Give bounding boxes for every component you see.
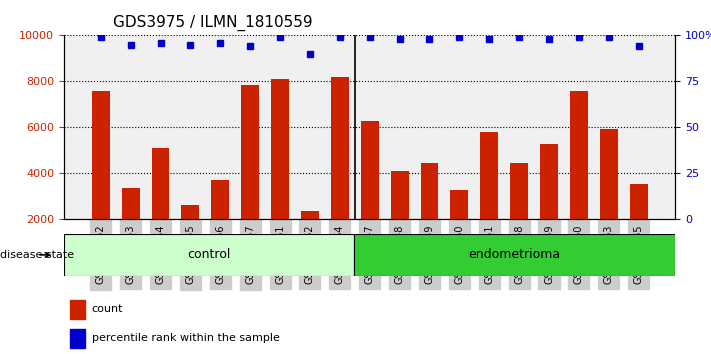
FancyBboxPatch shape [64,234,353,276]
FancyBboxPatch shape [353,234,675,276]
Text: control: control [187,249,230,261]
Bar [630,184,648,266]
Text: GDS3975 / ILMN_1810559: GDS3975 / ILMN_1810559 [113,15,313,31]
Bar [70,329,85,348]
Text: disease state: disease state [0,250,74,260]
Bar [360,120,379,266]
Bar [570,91,588,266]
Bar [92,91,109,266]
Bar [271,79,289,266]
Text: endometrioma: endometrioma [469,249,560,261]
Bar [70,300,85,319]
Bar [420,163,439,266]
Bar [390,171,409,266]
Bar [450,190,469,266]
Bar [122,188,139,266]
Bar [241,85,259,266]
Text: count: count [92,304,123,314]
Bar [600,129,618,266]
Bar [151,148,169,266]
Text: percentile rank within the sample: percentile rank within the sample [92,333,279,343]
Bar [481,132,498,266]
Bar [510,163,528,266]
Bar [211,181,229,266]
Bar [540,143,558,266]
Bar [301,211,319,266]
Bar [331,77,349,266]
Bar [181,205,199,266]
